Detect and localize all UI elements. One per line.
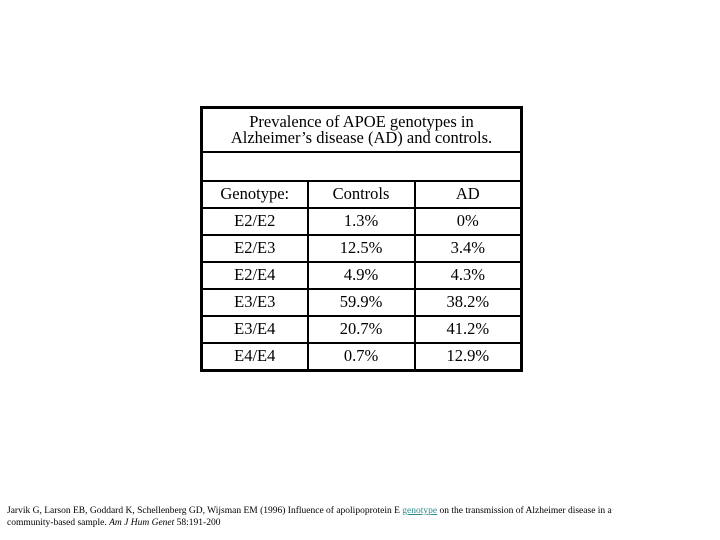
cell-genotype: E2/E4 bbox=[200, 261, 309, 290]
citation-text-part3: community-based sample. bbox=[7, 518, 110, 528]
cell-controls: 12.5% bbox=[306, 234, 416, 263]
table-row: E4/E4 0.7% 12.9% bbox=[200, 342, 523, 372]
table-row: E3/E3 59.9% 38.2% bbox=[200, 288, 523, 317]
column-header-ad: AD bbox=[413, 180, 523, 209]
citation-text-part4: 58:191-200 bbox=[174, 518, 221, 528]
prevalence-table: Prevalence of APOE genotypes in Alzheime… bbox=[200, 106, 523, 372]
table-row: E2/E3 12.5% 3.4% bbox=[200, 234, 523, 263]
genotype-link[interactable]: genotype bbox=[402, 506, 438, 516]
cell-ad: 4.3% bbox=[413, 261, 523, 290]
table-title-line2: Alzheimer’s disease (AD) and controls. bbox=[230, 128, 493, 147]
cell-genotype: E2/E2 bbox=[200, 207, 309, 236]
cell-controls: 59.9% bbox=[306, 288, 416, 317]
table-row: E2/E4 4.9% 4.3% bbox=[200, 261, 523, 290]
cell-genotype: E3/E3 bbox=[200, 288, 309, 317]
cell-controls: 4.9% bbox=[306, 261, 416, 290]
table-title-row: Prevalence of APOE genotypes in Alzheime… bbox=[200, 106, 523, 153]
cell-genotype: E3/E4 bbox=[200, 315, 309, 344]
citation: Jarvik G, Larson EB, Goddard K, Schellen… bbox=[7, 505, 687, 529]
table-row: E2/E2 1.3% 0% bbox=[200, 207, 523, 236]
cell-ad: 3.4% bbox=[413, 234, 523, 263]
column-header-genotype: Genotype: bbox=[200, 180, 309, 209]
journal-title: Am J Hum Genet bbox=[109, 518, 175, 528]
column-header-controls: Controls bbox=[306, 180, 416, 209]
table-empty-row bbox=[200, 151, 523, 182]
table-empty-cell bbox=[200, 151, 523, 182]
table-row: E3/E4 20.7% 41.2% bbox=[200, 315, 523, 344]
cell-genotype: E2/E3 bbox=[200, 234, 309, 263]
cell-ad: 41.2% bbox=[413, 315, 523, 344]
cell-controls: 0.7% bbox=[306, 342, 416, 372]
cell-controls: 1.3% bbox=[306, 207, 416, 236]
table-header-row: Genotype: Controls AD bbox=[200, 180, 523, 209]
cell-ad: 0% bbox=[413, 207, 523, 236]
cell-controls: 20.7% bbox=[306, 315, 416, 344]
table-title-line1: Prevalence of APOE genotypes in bbox=[249, 111, 474, 131]
citation-text-part1: Jarvik G, Larson EB, Goddard K, Schellen… bbox=[7, 506, 403, 516]
table-title: Prevalence of APOE genotypes in Alzheime… bbox=[200, 106, 523, 153]
cell-ad: 12.9% bbox=[413, 342, 523, 372]
citation-text-part2: on the transmission of Alzheimer disease… bbox=[437, 506, 612, 516]
cell-ad: 38.2% bbox=[413, 288, 523, 317]
cell-genotype: E4/E4 bbox=[200, 342, 309, 372]
